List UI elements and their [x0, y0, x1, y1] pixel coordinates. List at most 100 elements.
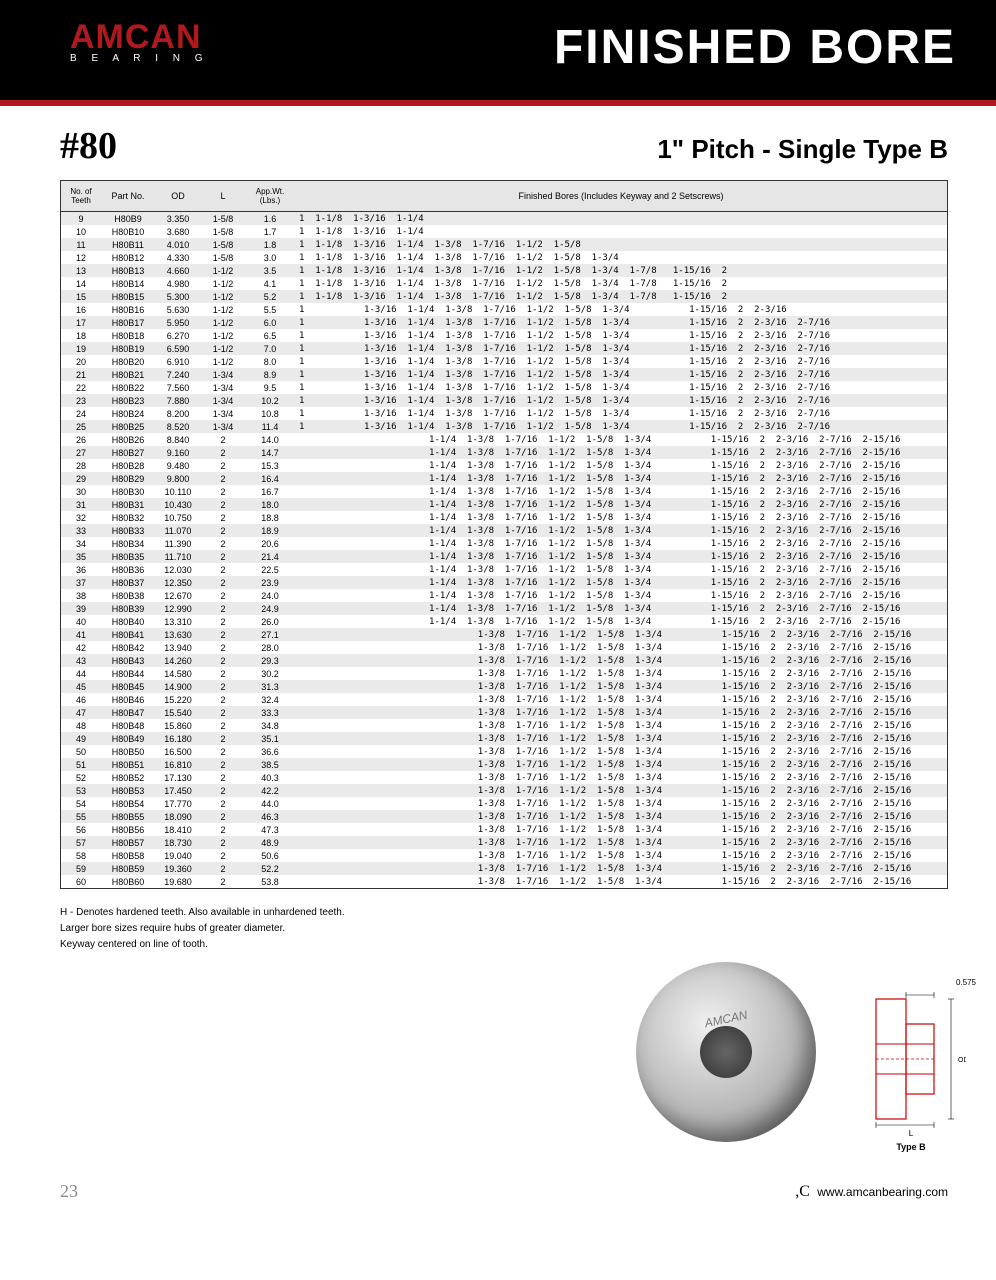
cell-bores: 1-3/8 1-7/16 1-1/2 1-5/8 1-3/4 1-15/16 2… [295, 680, 947, 693]
footer-url: ,C www.amcanbearing.com [795, 1183, 948, 1201]
cell-l: 2 [201, 797, 245, 810]
cell-partno: H80B28 [101, 459, 155, 472]
cell-partno: H80B35 [101, 550, 155, 563]
table-row: 59H80B5919.360252.2 1-3/8 1-7/16 1-1/2 1… [61, 862, 947, 875]
cell-bores: 1-1/4 1-3/8 1-7/16 1-1/2 1-5/8 1-3/4 1-1… [295, 615, 947, 628]
cell-teeth: 37 [61, 576, 101, 589]
cell-partno: H80B40 [101, 615, 155, 628]
page-header: AMCAN B E A R I N G FINISHED BORE [0, 0, 996, 100]
cell-wt: 18.9 [245, 524, 295, 537]
cell-bores: 1-1/4 1-3/8 1-7/16 1-1/2 1-5/8 1-3/4 1-1… [295, 563, 947, 576]
series-desc: 1" Pitch - Single Type B [657, 134, 948, 165]
cell-od: 9.800 [155, 472, 201, 485]
cell-bores: 1-1/4 1-3/8 1-7/16 1-1/2 1-5/8 1-3/4 1-1… [295, 433, 947, 446]
cell-od: 18.090 [155, 810, 201, 823]
table-row: 12H80B124.3301-5/83.01 1-1/8 1-3/16 1-1/… [61, 251, 947, 264]
cell-bores: 1 1-1/8 1-3/16 1-1/4 1-3/8 1-7/16 1-1/2 … [295, 264, 947, 277]
cell-od: 10.430 [155, 498, 201, 511]
cell-bores: 1-3/8 1-7/16 1-1/2 1-5/8 1-3/4 1-15/16 2… [295, 719, 947, 732]
col-teeth: No. of Teeth [61, 181, 101, 212]
cell-bores: 1 1-3/16 1-1/4 1-3/8 1-7/16 1-1/2 1-5/8 … [295, 368, 947, 381]
cell-teeth: 41 [61, 628, 101, 641]
table-row: 14H80B144.9801-1/24.11 1-1/8 1-3/16 1-1/… [61, 277, 947, 290]
cell-od: 18.410 [155, 823, 201, 836]
cell-wt: 6.0 [245, 316, 295, 329]
cell-partno: H80B22 [101, 381, 155, 394]
cell-wt: 36.6 [245, 745, 295, 758]
cell-l: 2 [201, 498, 245, 511]
cell-bores: 1 1-3/16 1-1/4 1-3/8 1-7/16 1-1/2 1-5/8 … [295, 329, 947, 342]
cell-l: 1-5/8 [201, 225, 245, 238]
table-row: 58H80B5819.040250.6 1-3/8 1-7/16 1-1/2 1… [61, 849, 947, 862]
cell-teeth: 53 [61, 784, 101, 797]
cell-partno: H80B54 [101, 797, 155, 810]
cell-teeth: 34 [61, 537, 101, 550]
cell-wt: 9.5 [245, 381, 295, 394]
cell-wt: 8.9 [245, 368, 295, 381]
cell-l: 2 [201, 849, 245, 862]
cell-wt: 10.8 [245, 407, 295, 420]
cell-l: 2 [201, 771, 245, 784]
dim-od: OD [958, 1057, 966, 1064]
cell-partno: H80B23 [101, 394, 155, 407]
cell-bores: 1-3/8 1-7/16 1-1/2 1-5/8 1-3/4 1-15/16 2… [295, 667, 947, 680]
cell-l: 1-3/4 [201, 407, 245, 420]
cell-teeth: 44 [61, 667, 101, 680]
cell-partno: H80B50 [101, 745, 155, 758]
cell-partno: H80B29 [101, 472, 155, 485]
cell-od: 16.180 [155, 732, 201, 745]
cell-l: 2 [201, 745, 245, 758]
note-line: Larger bore sizes require hubs of greate… [60, 921, 948, 937]
table-row: 37H80B3712.350223.9 1-1/4 1-3/8 1-7/16 1… [61, 576, 947, 589]
cell-l: 2 [201, 875, 245, 888]
cell-partno: H80B13 [101, 264, 155, 277]
cell-od: 8.520 [155, 420, 201, 433]
cell-od: 5.630 [155, 303, 201, 316]
cell-l: 2 [201, 862, 245, 875]
cell-partno: H80B47 [101, 706, 155, 719]
table-row: 34H80B3411.390220.6 1-1/4 1-3/8 1-7/16 1… [61, 537, 947, 550]
cell-wt: 14.0 [245, 433, 295, 446]
cell-partno: H80B15 [101, 290, 155, 303]
cell-teeth: 20 [61, 355, 101, 368]
cell-bores: 1 1-3/16 1-1/4 1-3/8 1-7/16 1-1/2 1-5/8 … [295, 303, 947, 316]
cell-teeth: 29 [61, 472, 101, 485]
table-row: 28H80B289.480215.3 1-1/4 1-3/8 1-7/16 1-… [61, 459, 947, 472]
cell-bores: 1-3/8 1-7/16 1-1/2 1-5/8 1-3/4 1-15/16 2… [295, 849, 947, 862]
cell-bores: 1-3/8 1-7/16 1-1/2 1-5/8 1-3/4 1-15/16 2… [295, 654, 947, 667]
cell-l: 1-5/8 [201, 238, 245, 251]
cell-teeth: 50 [61, 745, 101, 758]
cell-partno: H80B14 [101, 277, 155, 290]
cell-wt: 7.0 [245, 342, 295, 355]
cell-partno: H80B59 [101, 862, 155, 875]
cell-l: 2 [201, 615, 245, 628]
table-row: 46H80B4615.220232.4 1-3/8 1-7/16 1-1/2 1… [61, 693, 947, 706]
cell-l: 2 [201, 576, 245, 589]
cell-teeth: 54 [61, 797, 101, 810]
cell-teeth: 43 [61, 654, 101, 667]
cell-wt: 5.2 [245, 290, 295, 303]
cell-l: 1-5/8 [201, 212, 245, 226]
cell-bores: 1-3/8 1-7/16 1-1/2 1-5/8 1-3/4 1-15/16 2… [295, 823, 947, 836]
cell-l: 1-1/2 [201, 329, 245, 342]
col-wt: App.Wt. (Lbs.) [245, 181, 295, 212]
cell-bores: 1 1-3/16 1-1/4 1-3/8 1-7/16 1-1/2 1-5/8 … [295, 342, 947, 355]
cell-wt: 52.2 [245, 862, 295, 875]
cell-l: 1-1/2 [201, 290, 245, 303]
cell-partno: H80B51 [101, 758, 155, 771]
cell-bores: 1 1-3/16 1-1/4 1-3/8 1-7/16 1-1/2 1-5/8 … [295, 316, 947, 329]
table-row: 24H80B248.2001-3/410.81 1-3/16 1-1/4 1-3… [61, 407, 947, 420]
cell-bores: 1-3/8 1-7/16 1-1/2 1-5/8 1-3/4 1-15/16 2… [295, 797, 947, 810]
cell-teeth: 36 [61, 563, 101, 576]
cell-teeth: 28 [61, 459, 101, 472]
cell-teeth: 17 [61, 316, 101, 329]
cell-bores: 1-3/8 1-7/16 1-1/2 1-5/8 1-3/4 1-15/16 2… [295, 628, 947, 641]
spec-table: No. of Teeth Part No. OD L App.Wt. (Lbs.… [61, 181, 947, 888]
cell-teeth: 40 [61, 615, 101, 628]
cell-l: 1-1/2 [201, 277, 245, 290]
note-line: H - Denotes hardened teeth. Also availab… [60, 905, 948, 921]
cell-l: 2 [201, 784, 245, 797]
cell-od: 17.450 [155, 784, 201, 797]
cell-teeth: 24 [61, 407, 101, 420]
cell-partno: H80B44 [101, 667, 155, 680]
